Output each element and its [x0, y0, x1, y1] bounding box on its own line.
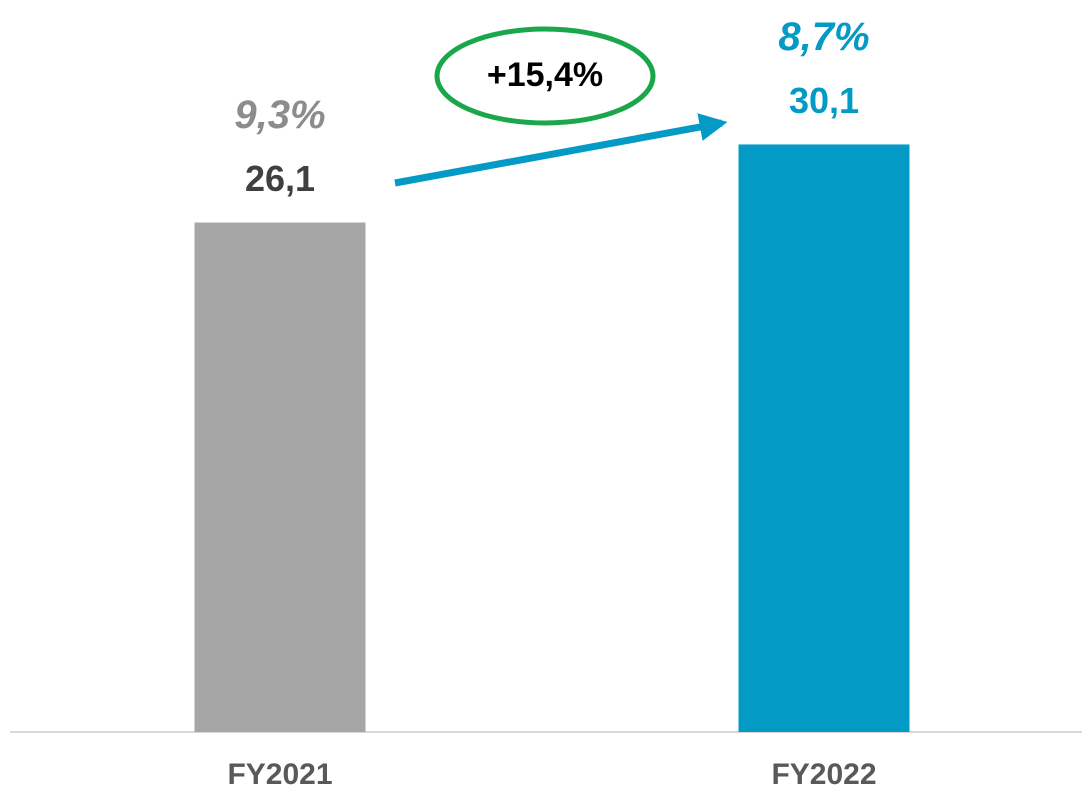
value-label: 26,1 [245, 158, 315, 199]
bar [194, 222, 366, 732]
x-tick-label: FY2021 [227, 758, 332, 791]
margin-label: 8,7% [778, 15, 869, 59]
growth-ellipse [434, 26, 656, 126]
margin-label: 9,3% [234, 93, 325, 137]
bar [738, 144, 910, 732]
value-label: 30,1 [789, 80, 859, 121]
growth-label: +15,4% [487, 56, 603, 94]
x-tick-label: FY2022 [771, 758, 876, 791]
growth-arrow [394, 113, 728, 187]
